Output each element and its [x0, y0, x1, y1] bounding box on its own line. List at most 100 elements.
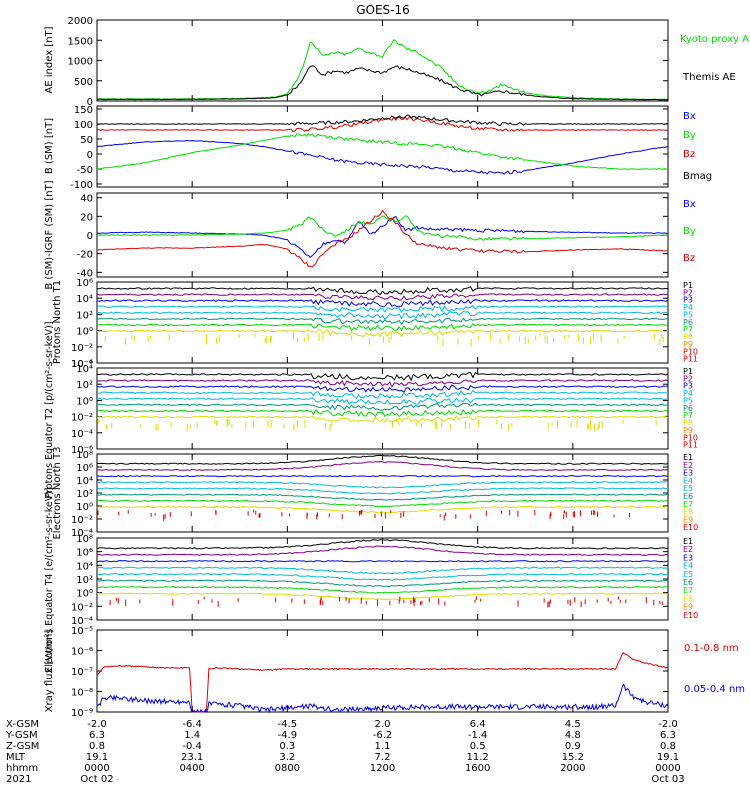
ephemeris-row-label: Y-GSM [5, 730, 38, 741]
xray-line [96, 651, 669, 713]
ephemeris-value: 2000 [560, 763, 585, 774]
channel-line [96, 328, 669, 338]
ephemeris-value: -6.4 [182, 719, 202, 730]
series-line [96, 215, 669, 242]
y-tick-label: 10⁸ [76, 534, 93, 545]
channel-line [96, 505, 669, 514]
y-tick-label: 10⁻⁸ [71, 688, 93, 699]
channel-line [96, 592, 669, 601]
series-line [97, 38, 668, 101]
channel-line [96, 286, 669, 296]
channel-line [96, 298, 669, 308]
y-tick-label: 100 [74, 120, 93, 131]
legend-entry: P4 [683, 303, 693, 312]
legend-entry: P9 [683, 426, 693, 435]
legend-entry: P1 [683, 367, 693, 376]
legend-entry: P5 [683, 396, 693, 405]
y-tick-label: 10⁴ [76, 476, 93, 487]
channel-line [96, 493, 669, 501]
legend-entry: P5 [683, 310, 693, 319]
ephemeris-value: 0.9 [565, 741, 581, 752]
y-tick-label: 10⁻² [71, 602, 93, 613]
legend-bz: Bz [683, 149, 695, 160]
panel-b-sm: B (SM) [nT] Bx By Bz Bmag [44, 105, 712, 188]
chart-marks: 0 500 1000 1500 2000 -100 -50 0 50 100 150 -40 -20 0 2… [68, 16, 699, 719]
channel-line [96, 586, 669, 594]
y-tick-label: 10⁻² [71, 343, 93, 354]
legend-entry: E5 [683, 484, 693, 493]
channel-line [96, 402, 669, 411]
y-tick-label: 10² [76, 575, 93, 586]
channel-line [96, 389, 669, 400]
y-tick-label: 10² [76, 489, 93, 500]
ephemeris-value: 19.1 [657, 752, 679, 763]
ephemeris-value: -4.5 [278, 719, 298, 730]
x-axis-ephemeris: X-GSM -2.0 -6.4 -4.5 2.0 6.4 4.5 -2.0 Y-GSM 6.3 1.… [5, 719, 685, 785]
ephemeris-value: 0000 [655, 763, 680, 774]
channel-line [96, 566, 669, 575]
legend-entry: P10 [683, 347, 698, 356]
y-tick-label: 10⁰ [76, 589, 93, 600]
y-tick-label: 0 [87, 150, 93, 161]
panel-frame [96, 537, 669, 621]
y-tick-label: 10⁻⁴ [71, 429, 93, 440]
date-label: Oct 03 [651, 774, 684, 785]
y-tick-label: 20 [80, 212, 93, 223]
channel-line [96, 397, 669, 406]
legend-entry: E10 [683, 523, 698, 532]
ephemeris-value: 0.8 [89, 741, 105, 752]
y-tick-label: 10² [76, 310, 93, 321]
channel-line [96, 379, 669, 388]
legend-entry: E1 [683, 453, 693, 462]
ephemeris-value: 1600 [465, 763, 490, 774]
ephemeris-value: 0800 [275, 763, 300, 774]
year-label: 2021 [6, 774, 31, 785]
ephemeris-value: 0400 [179, 763, 204, 774]
legend-bx: Bx [683, 199, 696, 210]
y-tick-label: -50 [77, 165, 93, 176]
channel-line [96, 560, 669, 563]
legend-entry: P10 [683, 433, 698, 442]
legend-entry: E2 [683, 461, 693, 470]
ylabel-electrons-north: Electrons North T3 [52, 446, 63, 539]
legend-entry: P8 [683, 419, 693, 428]
legend-entry: P6 [683, 404, 693, 413]
y-tick-label: -40 [77, 268, 93, 279]
ephemeris-value: 1.1 [375, 741, 391, 752]
y-tick-label: 10⁻⁴ [71, 359, 93, 370]
panel-frame [96, 453, 669, 533]
ephemeris-value: 7.2 [375, 752, 391, 763]
ephemeris-value: 0.8 [660, 741, 676, 752]
ylabel-protons-equator: Protons Equator T2 [p/(cm²-s-sr-keV)] [44, 321, 55, 498]
channel-line [97, 408, 669, 418]
channel-line [96, 461, 669, 471]
legend-entry: P1 [683, 281, 693, 290]
y-tick-label: 10⁻⁶ [71, 359, 93, 370]
legend-entry: E7 [683, 500, 693, 509]
ephemeris-value: 0000 [84, 763, 109, 774]
y-tick-label: 10⁶ [76, 548, 93, 559]
channel-line [96, 304, 669, 314]
series-line [96, 114, 668, 126]
legend-bmag: Bmag [683, 171, 712, 182]
ephemeris-value: 3.2 [279, 752, 295, 763]
y-tick-label: 10⁴ [76, 294, 93, 305]
legend-bz: Bz [683, 253, 695, 264]
y-tick-label: 10⁻⁴ [71, 616, 93, 627]
legend-entry: P2 [683, 374, 693, 383]
legend-xray-short: 0.05-0.4 nm [684, 684, 745, 695]
channel-line [96, 499, 669, 508]
ephemeris-value: -4.9 [278, 730, 298, 741]
series-line [96, 139, 669, 175]
y-tick-label: 10⁻⁶ [71, 647, 93, 658]
channel-line [96, 487, 669, 495]
channel-line [96, 317, 669, 326]
panel-frame [96, 629, 669, 713]
channel-line [96, 474, 669, 478]
ephemeris-value: 11.2 [467, 752, 489, 763]
legend-entry: E1 [683, 537, 693, 546]
ephemeris-value: 0.5 [470, 741, 486, 752]
y-tick-label: 10⁴ [76, 561, 93, 572]
legend-kyoto: Kyoto proxy AE [680, 34, 750, 45]
